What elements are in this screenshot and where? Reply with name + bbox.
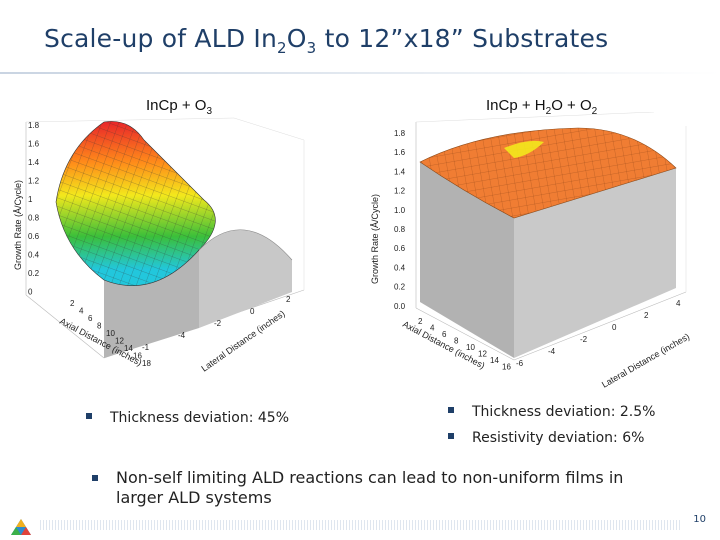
- right-axial-tick: 2: [418, 317, 423, 326]
- right-axial-tick: 4: [430, 324, 435, 333]
- right-y-tick: 0.6: [394, 244, 406, 253]
- right-axial-tick: 14: [490, 356, 499, 365]
- left-lateral-tick: 2: [286, 295, 291, 304]
- right-y-tick: 0.2: [394, 283, 406, 292]
- right-lateral-tick: -2: [580, 335, 588, 344]
- right-y-tick: 1.2: [394, 187, 406, 196]
- right-y-tick: 0.4: [394, 263, 406, 272]
- right-surface-mesh: [420, 128, 676, 218]
- bullet-square-icon: [448, 433, 454, 439]
- right-y-tick: 1.0: [394, 206, 406, 215]
- right-axial-tick: 6: [442, 330, 447, 339]
- bullet-square-icon: [86, 413, 92, 419]
- right-front-wall: [420, 162, 514, 358]
- right-bullet-resistivity: Resistivity deviation: 6%: [448, 430, 644, 446]
- right-lateral-tick: -4: [548, 347, 556, 356]
- left-lateral-tick: 0: [250, 307, 255, 316]
- right-y-tick: 1.8: [394, 129, 406, 138]
- right-axial-tick: 10: [466, 343, 475, 352]
- left-axial-tick: 4: [79, 307, 84, 316]
- left-bullet-thickness: Thickness deviation: 45%: [86, 410, 289, 426]
- left-lateral-tick: -2: [214, 319, 222, 328]
- right-lateral-tick: 4: [676, 299, 681, 308]
- left-lateral-tick: -4: [178, 331, 186, 340]
- right-lateral-tick: 0: [612, 323, 617, 332]
- right-plot-title: InCp + H2O + O2: [486, 97, 598, 117]
- right-y-tick: 0.0: [394, 302, 406, 311]
- right-y-tick: 1.6: [394, 148, 406, 157]
- left-axial-tick: 8: [97, 322, 102, 331]
- right-right-wall: [514, 168, 676, 358]
- right-bullet-thickness: Thickness deviation: 2.5%: [448, 404, 655, 420]
- left-y-tick: 0.6: [28, 232, 40, 241]
- bullet-square-icon: [448, 407, 454, 413]
- left-axial-tick: 18: [142, 359, 151, 368]
- left-y-tick: 1.2: [28, 177, 40, 186]
- title-rule: [0, 72, 720, 74]
- right-axial-tick: 16: [502, 363, 511, 372]
- footer-bar: [40, 520, 680, 530]
- bullet-square-icon: [92, 475, 98, 481]
- right-y-tick: 0.8: [394, 225, 406, 234]
- left-y-axis-label: Growth Rate (Å/Cycle): [13, 180, 23, 270]
- left-lateral-tick: -1: [142, 343, 150, 352]
- left-y-tick: 0.2: [28, 269, 40, 278]
- left-axial-tick: 12: [115, 337, 124, 346]
- left-axial-tick: 10: [106, 329, 115, 338]
- right-surface-plot: Growth Rate (Å/Cycle) 1.8 1.6 1.4 1.2 1.0 0.8…: [370, 112, 691, 390]
- slide-title: Scale-up of ALD In2O3 to 12”x18” Substra…: [44, 24, 609, 57]
- left-y-tick: 1.8: [28, 121, 40, 130]
- bottom-bullet: Non-self limiting ALD reactions can lead…: [92, 468, 672, 508]
- right-y-axis-label: Growth Rate (Å/Cycle): [370, 194, 380, 284]
- company-logo-icon: [11, 519, 31, 535]
- left-y-tick: 0.8: [28, 214, 40, 223]
- right-lateral-tick: 2: [644, 311, 649, 320]
- right-lateral-tick: -6: [516, 359, 524, 368]
- right-y-tick: 1.4: [394, 167, 406, 176]
- right-axial-tick: 12: [478, 350, 487, 359]
- right-lateral-label: Lateral Distance (inches): [600, 331, 691, 389]
- left-plot-title: InCp + O3: [146, 97, 213, 117]
- left-y-tick: 1.6: [28, 140, 40, 149]
- left-y-tick: 0: [28, 288, 33, 297]
- left-axial-tick: 2: [70, 299, 75, 308]
- left-axial-tick: 16: [133, 352, 142, 361]
- left-axial-tick: 14: [124, 344, 133, 353]
- left-y-tick: 0.4: [28, 251, 40, 260]
- left-surface-mesh: [56, 121, 216, 286]
- left-right-wall: [199, 229, 292, 328]
- left-axial-tick: 6: [88, 314, 93, 323]
- right-axial-tick: 8: [454, 337, 459, 346]
- left-y-tick: 1.4: [28, 158, 40, 167]
- left-y-tick: 1: [28, 195, 33, 204]
- page-number: 10: [693, 514, 706, 525]
- left-surface-plot: Growth Rate (Å/Cycle) 1.8 1.6 1.4 1.2 1 0.8 0.…: [13, 117, 305, 374]
- right-edge-highlight: [504, 140, 544, 158]
